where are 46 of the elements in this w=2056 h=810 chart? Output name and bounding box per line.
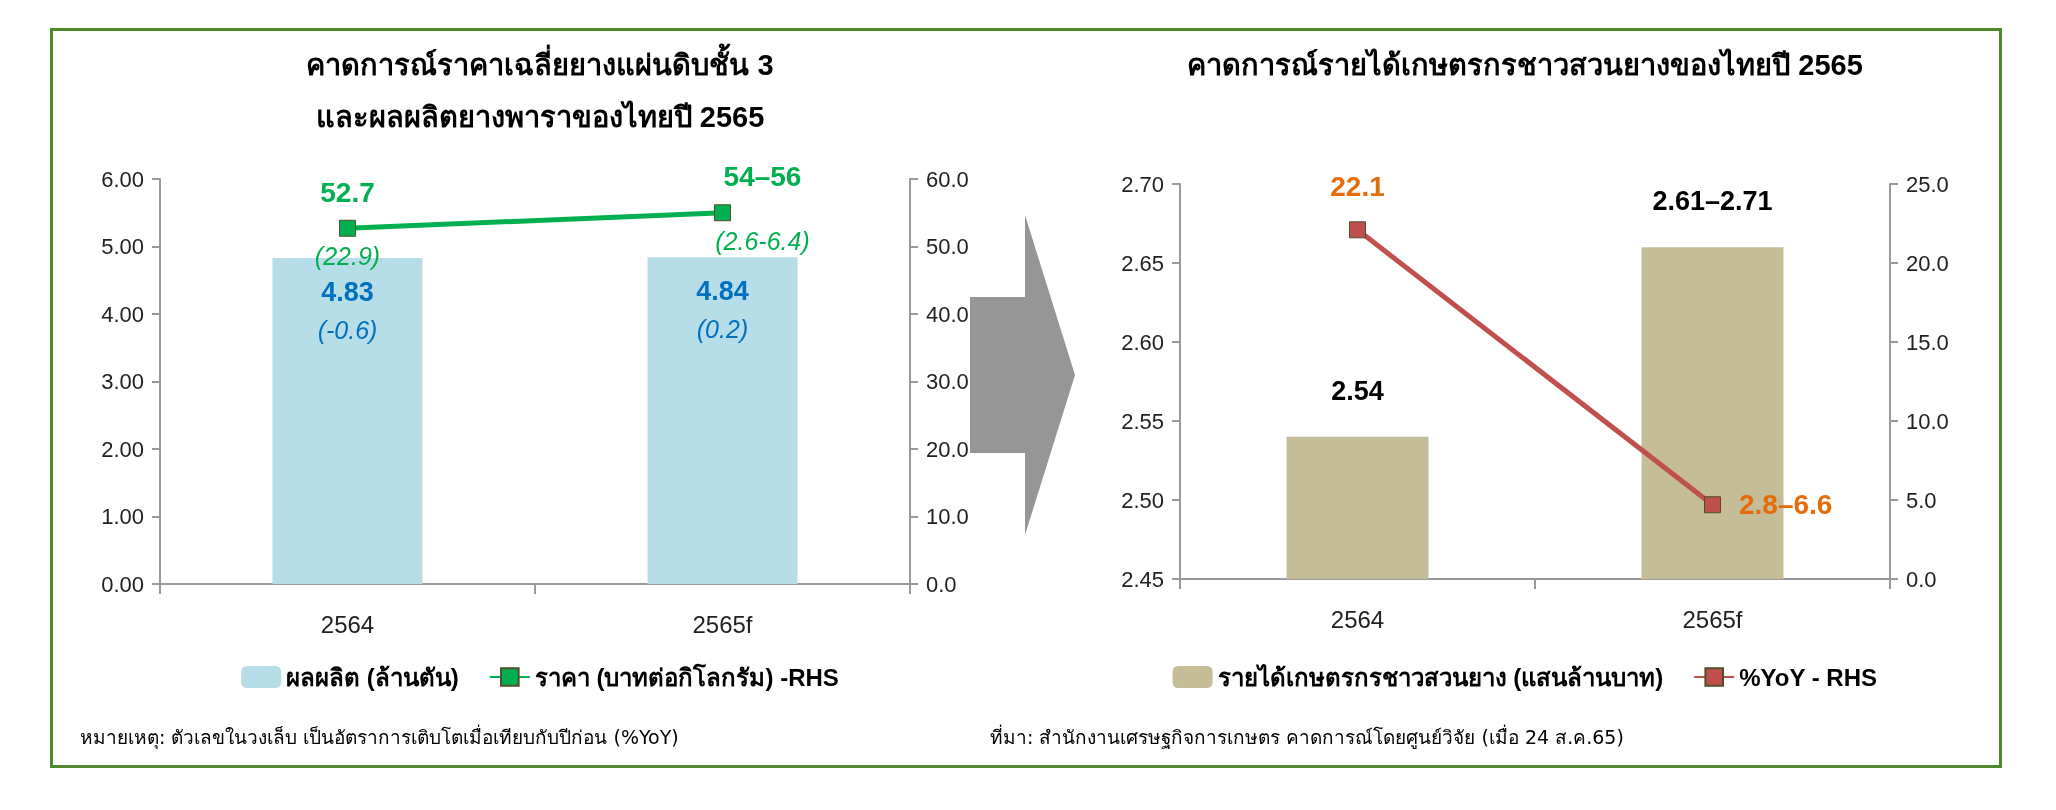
y-tick-label: 1.00 bbox=[101, 504, 144, 529]
x-tick-label: 2564 bbox=[320, 610, 375, 638]
y2-tick-label: 30.0 bbox=[926, 369, 969, 394]
y2-tick-label: 50.0 bbox=[926, 234, 969, 259]
legend-label: %YoY - RHS bbox=[1739, 663, 1878, 691]
y-tick-label: 2.55 bbox=[1121, 408, 1164, 434]
legend-label: ราคา (บาทต่อกิโลกรัม) -RHS bbox=[534, 662, 839, 691]
y-tick-label: 6.00 bbox=[101, 166, 144, 192]
y2-tick-label: 40.0 bbox=[926, 301, 969, 327]
y2-tick-label: 60.0 bbox=[926, 166, 969, 192]
y2-tick-label: 20.0 bbox=[926, 436, 969, 462]
y2-tick-label: 25.0 bbox=[1906, 171, 1949, 197]
y-tick-label: 2.50 bbox=[1121, 487, 1164, 513]
y-tick-label: 2.70 bbox=[1121, 171, 1164, 197]
y-tick-label: 0.00 bbox=[101, 571, 144, 597]
data-label: 2.8–6.6 bbox=[1739, 489, 1833, 521]
chart-title: คาดการณ์รายได้เกษตรกรชาวสวนยางของไทยปี 2565 bbox=[1187, 48, 1863, 81]
y-tick-label: 2.45 bbox=[1121, 566, 1164, 592]
y-tick-label: 3.00 bbox=[101, 369, 144, 394]
y2-tick-label: 0.0 bbox=[1906, 566, 1937, 592]
y-tick-label: 4.00 bbox=[101, 301, 144, 327]
x-tick-label: 2564 bbox=[1330, 605, 1385, 633]
data-label: 4.83 (-0.6) bbox=[317, 276, 378, 344]
x-tick-label: 2565f bbox=[692, 610, 753, 638]
y2-tick-label: 15.0 bbox=[1906, 329, 1949, 355]
x-tick-label: 2565f bbox=[1682, 605, 1743, 633]
text: ที่มา: สำนักงานเศรษฐกิจการเกษตร คาดการณ์โดยศูนย์วิจัย (เมื่อ 24 ส.ค.65) bbox=[990, 723, 1624, 751]
legend-label: ผลผลิต (ล้านตัน) bbox=[286, 663, 459, 691]
y2-tick-label: 10.0 bbox=[1906, 408, 1949, 434]
chart-title: คาดการณ์ราคาเฉลี่ยยางแผ่นดิบชั้น 3 และผลผลิตยางพาราของไทยปี 2565 bbox=[306, 43, 774, 133]
text: หมายเหตุ: ตัวเลขในวงเล็บ เป็นอัตราการเติบโตเมื่อเทียบกับปีก่อน (%YoY) bbox=[80, 723, 679, 751]
text: 54–56 (2.6-6.4) bbox=[715, 161, 810, 255]
y-tick-label: 5.00 bbox=[101, 234, 144, 259]
data-label: 4.84 (0.2) bbox=[696, 276, 749, 344]
y2-tick-label: 20.0 bbox=[1906, 250, 1949, 276]
y2-tick-label: 0.0 bbox=[926, 571, 957, 597]
y2-tick-label: 10.0 bbox=[926, 504, 969, 529]
data-label: 2.54 bbox=[1331, 375, 1384, 406]
y2-tick-label: 5.0 bbox=[1906, 487, 1937, 513]
y-tick-label: 2.00 bbox=[101, 436, 144, 462]
text: 52.7 (22.9) bbox=[314, 176, 381, 271]
y-tick-label: 2.65 bbox=[1121, 250, 1164, 276]
data-label: 2.61–2.71 bbox=[1652, 186, 1773, 217]
y-tick-label: 2.60 bbox=[1121, 329, 1164, 355]
legend-label: รายได้เกษตรกรชาวสวนยาง (แสนล้านบาท) bbox=[1217, 662, 1664, 691]
data-label: 22.1 bbox=[1330, 170, 1385, 202]
